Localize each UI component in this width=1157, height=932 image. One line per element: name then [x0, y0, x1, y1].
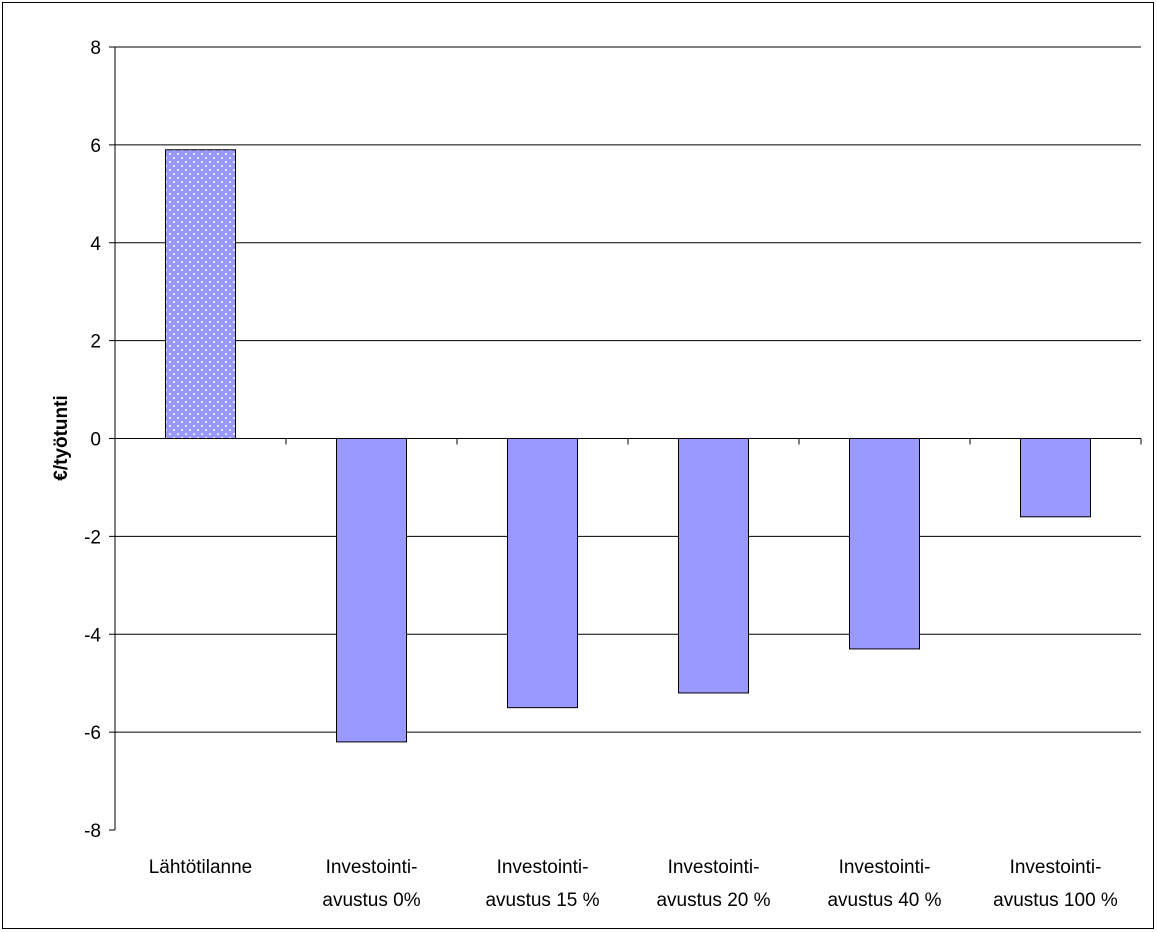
y-tick-label: -4 — [84, 625, 101, 646]
y-tick-label: -2 — [84, 527, 101, 548]
y-tick-label: -6 — [84, 723, 101, 744]
bar-2 — [507, 438, 578, 709]
bar-5 — [1020, 438, 1091, 518]
x-category-label: Investointi-avustus 15 % — [485, 857, 599, 911]
x-category-label: Lähtötilanne — [149, 857, 253, 878]
x-category-label: Investointi-avustus 40 % — [827, 857, 941, 911]
x-category-label: Investointi-avustus 20 % — [656, 857, 770, 911]
y-tick-label: 8 — [90, 38, 101, 59]
y-tick-label: 4 — [90, 234, 101, 255]
x-category-label: Investointi-avustus 100 % — [993, 857, 1118, 911]
y-tick-label: 2 — [90, 332, 101, 353]
bar-4 — [849, 438, 920, 650]
gridlines — [115, 46, 1141, 733]
bar-0 — [165, 149, 236, 440]
axes — [109, 46, 1142, 831]
x-category-label: Investointi-avustus 0% — [322, 857, 420, 911]
y-tick-labels: 8 6 4 2 0 -2 -4 -6 -8 — [84, 38, 101, 842]
y-tick-label: -8 — [84, 821, 101, 842]
x-category-labels: Lähtötilanne Investointi-avustus 0% Invest… — [149, 857, 1118, 911]
bars — [165, 149, 1091, 743]
y-tick-label: 6 — [90, 136, 101, 157]
y-axis-label: €/työtunti — [51, 395, 72, 481]
y-tick-label: 0 — [90, 430, 101, 451]
bar-3 — [678, 438, 749, 694]
bar-1 — [336, 438, 407, 743]
